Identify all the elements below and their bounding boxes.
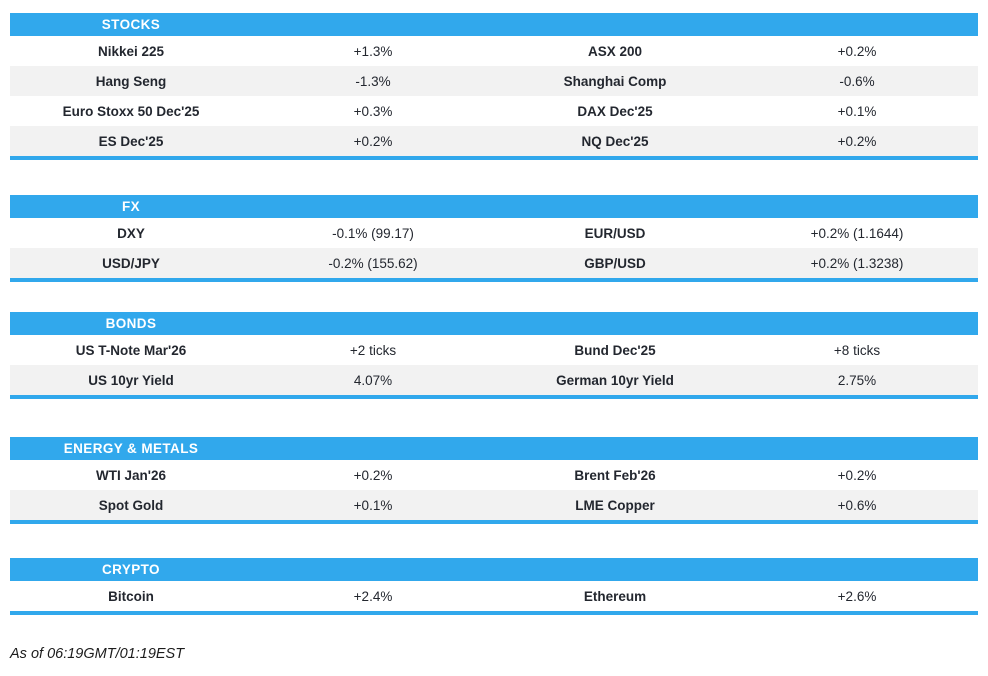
crypto-rows: Bitcoin +2.4% Ethereum +2.6% bbox=[10, 581, 978, 611]
table-row: US T-Note Mar'26 +2 ticks Bund Dec'25 +8 ti… bbox=[10, 335, 978, 365]
instrument-value: +8 ticks bbox=[833, 342, 881, 358]
table-row: Nikkei 225 +1.3% ASX 200 +0.2% bbox=[10, 36, 978, 66]
section-title: STOCKS bbox=[101, 17, 161, 32]
instrument-value: -0.2% (155.62) bbox=[328, 255, 418, 271]
fx-rows: DXY -0.1% (99.17) EUR/USD +0.2% (1.1644) USD… bbox=[10, 218, 978, 278]
stocks-header: STOCKS bbox=[10, 13, 978, 36]
table-row: Hang Seng -1.3% Shanghai Comp -0.6% bbox=[10, 66, 978, 96]
instrument-value: +0.2% bbox=[837, 133, 877, 149]
instrument-value: +2.6% bbox=[837, 588, 877, 604]
energy-metals-rows: WTI Jan'26 +0.2% Brent Feb'26 +0.2% Spot Gol… bbox=[10, 460, 978, 520]
energy-metals-header: ENERGY & METALS bbox=[10, 437, 978, 460]
stocks-section: STOCKS Nikkei 225 +1.3% ASX 200 +0.2% Hang S… bbox=[10, 13, 978, 160]
fx-header: FX bbox=[10, 195, 978, 218]
instrument-value: +2 ticks bbox=[349, 342, 397, 358]
instrument-value: -1.3% bbox=[355, 73, 391, 89]
table-row: ES Dec'25 +0.2% NQ Dec'25 +0.2% bbox=[10, 126, 978, 156]
bonds-header: BONDS bbox=[10, 312, 978, 335]
instrument-value: +0.2% bbox=[353, 133, 393, 149]
section-title: CRYPTO bbox=[102, 562, 160, 577]
instrument-value: +0.2% (1.1644) bbox=[810, 225, 904, 241]
table-row: Bitcoin +2.4% Ethereum +2.6% bbox=[10, 581, 978, 611]
section-title: FX bbox=[121, 199, 141, 214]
instrument-label: USD/JPY bbox=[102, 255, 160, 271]
instrument-label: German 10yr Yield bbox=[556, 372, 674, 388]
crypto-header: CRYPTO bbox=[10, 558, 978, 581]
instrument-value: -0.1% (99.17) bbox=[332, 225, 414, 241]
bonds-rows: US T-Note Mar'26 +2 ticks Bund Dec'25 +8 ti… bbox=[10, 335, 978, 395]
instrument-label: Shanghai Comp bbox=[563, 73, 667, 89]
bonds-section: BONDS US T-Note Mar'26 +2 ticks Bund Dec'2… bbox=[10, 312, 978, 399]
instrument-value: -0.6% bbox=[839, 73, 875, 89]
instrument-label: ES Dec'25 bbox=[98, 133, 164, 149]
instrument-label: Nikkei 225 bbox=[97, 43, 165, 59]
table-row: Euro Stoxx 50 Dec'25 +0.3% DAX Dec'25 +0.1% bbox=[10, 96, 978, 126]
table-row: WTI Jan'26 +0.2% Brent Feb'26 +0.2% bbox=[10, 460, 978, 490]
instrument-value: +0.3% bbox=[353, 103, 393, 119]
instrument-value: 4.07% bbox=[353, 372, 393, 388]
as-of-timestamp: As of 06:19GMT/01:19EST bbox=[10, 646, 185, 662]
instrument-label: US T-Note Mar'26 bbox=[75, 342, 187, 358]
table-row: Spot Gold +0.1% LME Copper +0.6% bbox=[10, 490, 978, 520]
table-row: DXY -0.1% (99.17) EUR/USD +0.2% (1.1644) bbox=[10, 218, 978, 248]
instrument-value: +0.2% bbox=[353, 467, 393, 483]
instrument-label: Ethereum bbox=[583, 588, 647, 604]
instrument-label: NQ Dec'25 bbox=[581, 133, 649, 149]
instrument-value: +0.6% bbox=[837, 497, 877, 513]
instrument-label: US 10yr Yield bbox=[88, 372, 174, 388]
section-title: BONDS bbox=[105, 316, 157, 331]
instrument-label: EUR/USD bbox=[584, 225, 646, 241]
instrument-value: 2.75% bbox=[837, 372, 877, 388]
instrument-label: Brent Feb'26 bbox=[574, 467, 656, 483]
instrument-label: DXY bbox=[117, 225, 145, 241]
instrument-label: Hang Seng bbox=[95, 73, 167, 89]
energy-metals-section: ENERGY & METALS WTI Jan'26 +0.2% Brent Feb… bbox=[10, 437, 978, 524]
instrument-label: GBP/USD bbox=[584, 255, 646, 271]
table-row: USD/JPY -0.2% (155.62) GBP/USD +0.2% (1.323… bbox=[10, 248, 978, 278]
crypto-section: CRYPTO Bitcoin +2.4% Ethereum +2.6% bbox=[10, 558, 978, 615]
instrument-value: +2.4% bbox=[353, 588, 393, 604]
instrument-label: WTI Jan'26 bbox=[96, 467, 166, 483]
fx-section: FX DXY -0.1% (99.17) EUR/USD +0.2% (1.1644)… bbox=[10, 195, 978, 282]
instrument-value: +0.2% bbox=[837, 467, 877, 483]
instrument-value: +0.1% bbox=[353, 497, 393, 513]
instrument-label: Bitcoin bbox=[108, 588, 154, 604]
stocks-rows: Nikkei 225 +1.3% ASX 200 +0.2% Hang Seng -1.3… bbox=[10, 36, 978, 156]
instrument-value: +0.1% bbox=[837, 103, 877, 119]
instrument-label: Bund Dec'25 bbox=[574, 342, 656, 358]
market-wrap-page: STOCKS Nikkei 225 +1.3% ASX 200 +0.2% Hang S… bbox=[10, 13, 978, 662]
instrument-label: Euro Stoxx 50 Dec'25 bbox=[62, 103, 200, 119]
table-row: US 10yr Yield 4.07% German 10yr Yield 2.75% bbox=[10, 365, 978, 395]
instrument-label: Spot Gold bbox=[98, 497, 164, 513]
instrument-value: +0.2% bbox=[837, 43, 877, 59]
instrument-value: +0.2% (1.3238) bbox=[810, 255, 904, 271]
instrument-label: ASX 200 bbox=[587, 43, 643, 59]
instrument-value: +1.3% bbox=[353, 43, 393, 59]
instrument-label: DAX Dec'25 bbox=[577, 103, 653, 119]
instrument-label: LME Copper bbox=[575, 497, 655, 513]
section-title: ENERGY & METALS bbox=[63, 441, 199, 456]
